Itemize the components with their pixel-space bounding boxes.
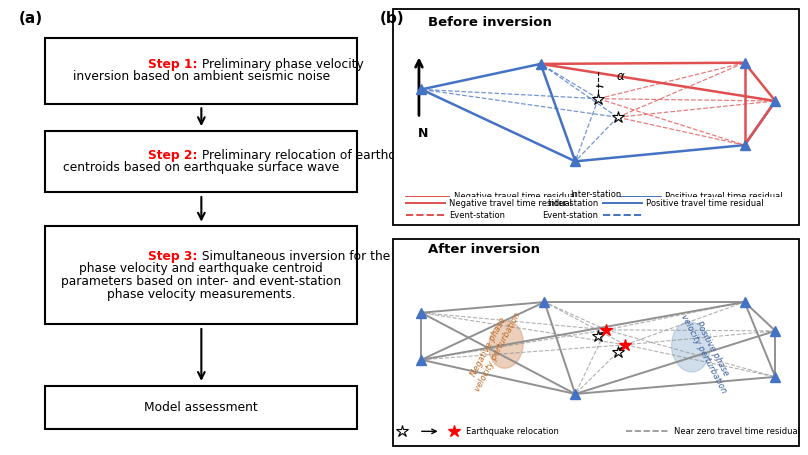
Text: (b): (b) xyxy=(380,11,405,26)
FancyBboxPatch shape xyxy=(398,197,795,222)
Text: Earthquake relocation: Earthquake relocation xyxy=(466,427,559,436)
Text: $\alpha$: $\alpha$ xyxy=(616,71,625,83)
Text: After inversion: After inversion xyxy=(427,243,540,257)
Text: N: N xyxy=(418,127,428,141)
FancyBboxPatch shape xyxy=(45,226,357,324)
Text: Negative travel time residual: Negative travel time residual xyxy=(449,199,572,208)
Text: Step 1:: Step 1: xyxy=(148,58,198,71)
Text: Event-station: Event-station xyxy=(568,201,625,210)
Text: Preliminary phase velocity: Preliminary phase velocity xyxy=(198,58,364,71)
FancyBboxPatch shape xyxy=(393,239,799,446)
Text: Preliminary relocation of earthquake: Preliminary relocation of earthquake xyxy=(198,149,426,162)
Ellipse shape xyxy=(671,322,709,372)
Text: Event-station: Event-station xyxy=(449,211,505,220)
Text: Step 2:: Step 2: xyxy=(148,149,198,162)
Text: Step 3:: Step 3: xyxy=(148,250,198,263)
FancyBboxPatch shape xyxy=(45,131,357,192)
Text: Near zero travel time residual: Near zero travel time residual xyxy=(674,427,800,436)
Ellipse shape xyxy=(489,321,524,368)
Text: (a): (a) xyxy=(19,11,44,26)
Text: Positive travel time residual: Positive travel time residual xyxy=(646,199,764,208)
Text: inversion based on ambient seismic noise: inversion based on ambient seismic noise xyxy=(73,71,330,83)
Text: Event-station: Event-station xyxy=(542,211,599,220)
Text: parameters based on inter- and event-station: parameters based on inter- and event-sta… xyxy=(61,275,342,288)
Text: Positive travel time residual: Positive travel time residual xyxy=(665,192,783,201)
Text: Negative travel time residual: Negative travel time residual xyxy=(453,192,577,201)
Text: phase velocity measurements.: phase velocity measurements. xyxy=(107,288,296,301)
Text: phase velocity and earthquake centroid: phase velocity and earthquake centroid xyxy=(79,263,323,275)
Text: Positive phase
velocity perturbation: Positive phase velocity perturbation xyxy=(679,308,737,395)
Text: Inter-station: Inter-station xyxy=(547,199,599,208)
FancyBboxPatch shape xyxy=(45,386,357,429)
Text: Model assessment: Model assessment xyxy=(145,401,259,414)
FancyBboxPatch shape xyxy=(45,38,357,103)
Text: Before inversion: Before inversion xyxy=(427,16,552,29)
Text: centroids based on earthquake surface wave: centroids based on earthquake surface wa… xyxy=(63,162,339,174)
Text: Inter-station: Inter-station xyxy=(570,190,622,199)
Text: Simultaneous inversion for the: Simultaneous inversion for the xyxy=(198,250,390,263)
FancyBboxPatch shape xyxy=(393,9,799,225)
Text: Event-station: Event-station xyxy=(453,203,510,212)
Text: Negative phase
velocity perturbation: Negative phase velocity perturbation xyxy=(464,306,522,393)
